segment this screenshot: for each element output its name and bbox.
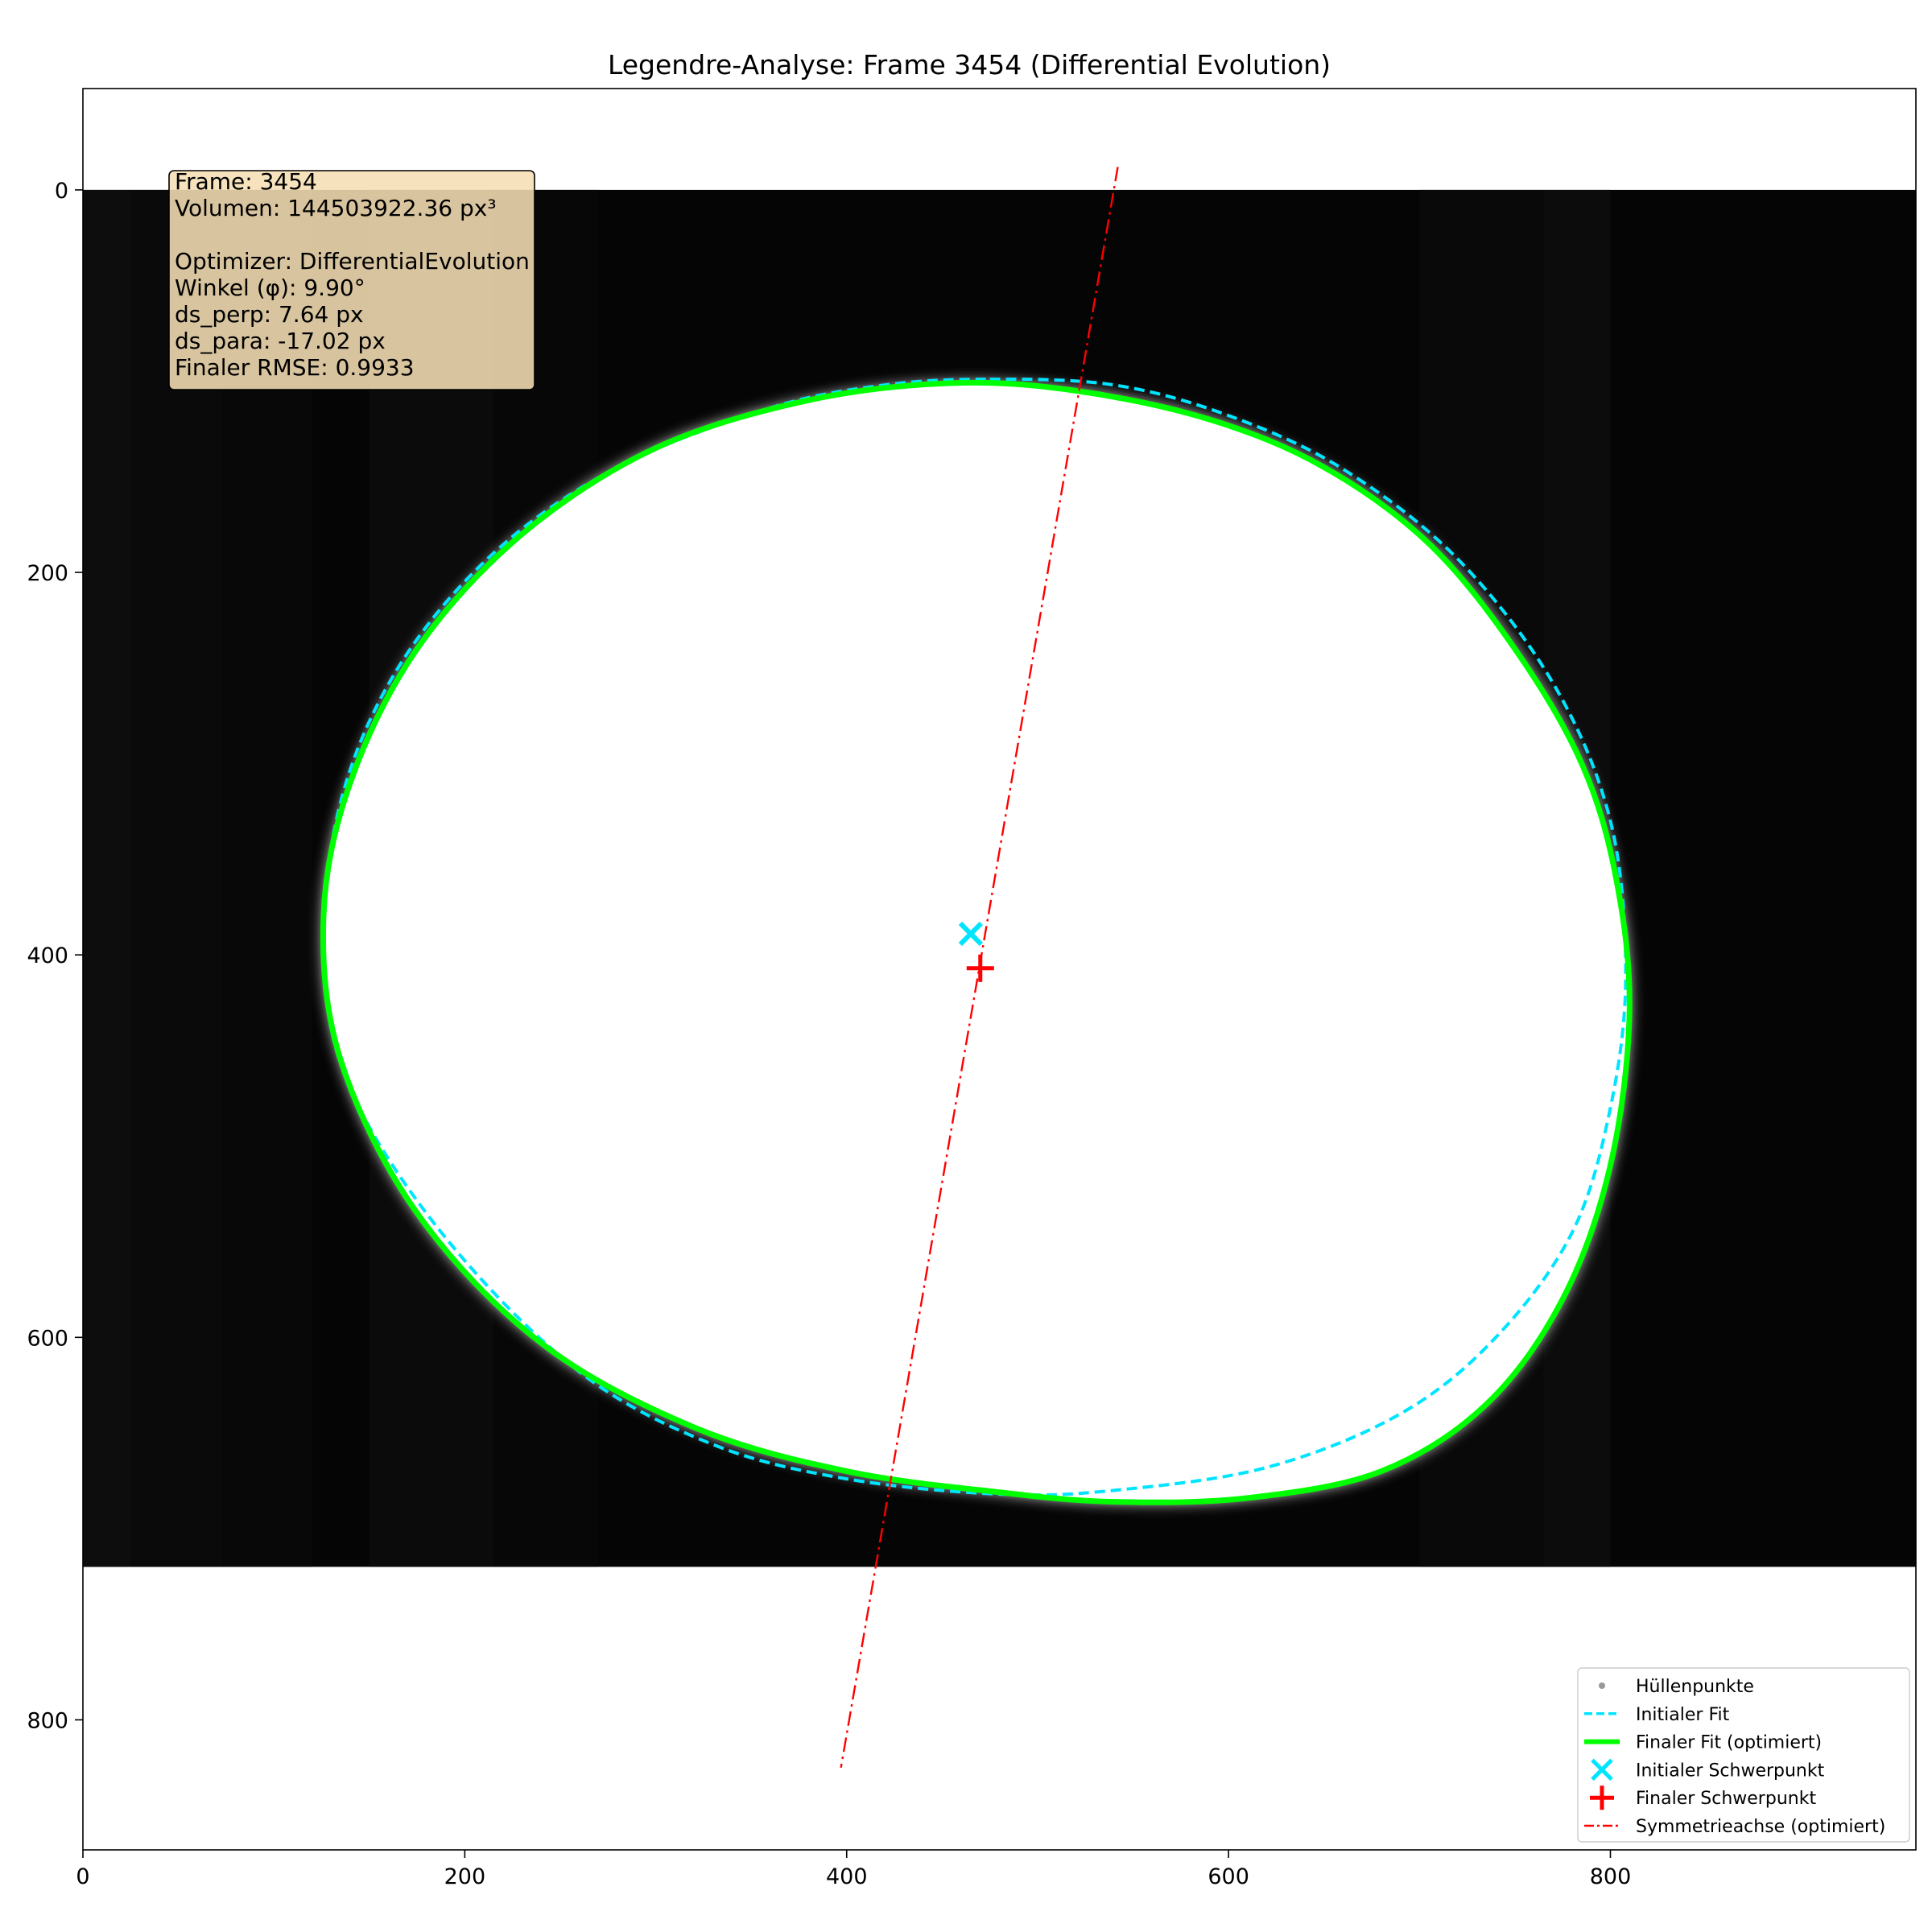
legend-entry: Finaler Schwerpunkt xyxy=(1590,1785,1816,1810)
info-box-line: Finaler RMSE: 0.9933 xyxy=(175,354,415,381)
info-box-line: ds_perp: 7.64 px xyxy=(175,301,364,328)
marker-finaler-schwerpunkt xyxy=(966,954,994,982)
legend-label: Initialer Fit xyxy=(1636,1705,1730,1725)
info-box-line: Volumen: 144503922.36 px³ xyxy=(175,195,497,221)
series-layer xyxy=(320,167,1633,1769)
x-tick-label: 0 xyxy=(76,1864,89,1889)
info-box-line: ds_para: -17.02 px xyxy=(175,328,386,354)
y-tick-label: 400 xyxy=(27,943,68,968)
legend-entry: Initialer Schwerpunkt xyxy=(1591,1758,1825,1781)
x-tick-label: 800 xyxy=(1590,1864,1632,1889)
legend-label: Finaler Fit (optimiert) xyxy=(1636,1733,1822,1753)
series-finaler-fit xyxy=(320,379,1633,1505)
x-tick-label: 200 xyxy=(444,1864,486,1889)
legend-label: Symmetrieachse (optimiert) xyxy=(1636,1817,1885,1837)
x-tick-label: 400 xyxy=(826,1864,868,1889)
legend: Hüllenpunkte Initialer Fit Finaler Fit (op… xyxy=(1577,1667,1910,1843)
info-box-line: Frame: 3454 xyxy=(175,168,317,195)
marker-initialer-schwerpunkt xyxy=(958,921,984,947)
legend-entry: Finaler Fit (optimiert) xyxy=(1584,1733,1822,1753)
legend-entry: Initialer Fit xyxy=(1584,1705,1730,1725)
legend-entry: Hüllenpunkte xyxy=(1599,1677,1754,1697)
x-axis-ticks: 0 200 400 600 800 xyxy=(76,1850,1631,1889)
y-axis-ticks: 0 200 400 600 800 xyxy=(27,179,83,1733)
legend-label: Initialer Schwerpunkt xyxy=(1636,1761,1825,1781)
legend-box xyxy=(1577,1667,1910,1843)
x-tick-label: 600 xyxy=(1208,1864,1249,1889)
legend-entry: Symmetrieachse (optimiert) xyxy=(1584,1817,1885,1837)
legend-label: Finaler Schwerpunkt xyxy=(1636,1789,1816,1809)
axes-frame xyxy=(82,88,1917,1851)
series-symmetrieachse xyxy=(840,167,1119,1769)
chart-title: Legendre-Analyse: Frame 3454 (Differenti… xyxy=(608,49,1331,80)
y-tick-label: 600 xyxy=(27,1326,68,1351)
legend-label: Hüllenpunkte xyxy=(1636,1677,1754,1697)
image-band xyxy=(130,189,223,1567)
y-tick-label: 800 xyxy=(27,1708,68,1733)
plot-area xyxy=(83,167,1916,1769)
y-tick-label: 200 xyxy=(27,561,68,586)
background-image xyxy=(83,189,1916,1567)
marker-x-stroke xyxy=(958,921,984,947)
info-box-line: Optimizer: DifferentialEvolution xyxy=(175,248,530,275)
y-tick-label: 0 xyxy=(55,179,68,204)
image-band xyxy=(83,189,131,1567)
legend-handle-x xyxy=(1591,1758,1613,1781)
info-box-background xyxy=(168,170,535,390)
legend-handle-points xyxy=(1599,1682,1605,1689)
info-box-line: Winkel (φ): 9.90° xyxy=(175,275,365,301)
image-band xyxy=(222,189,312,1567)
